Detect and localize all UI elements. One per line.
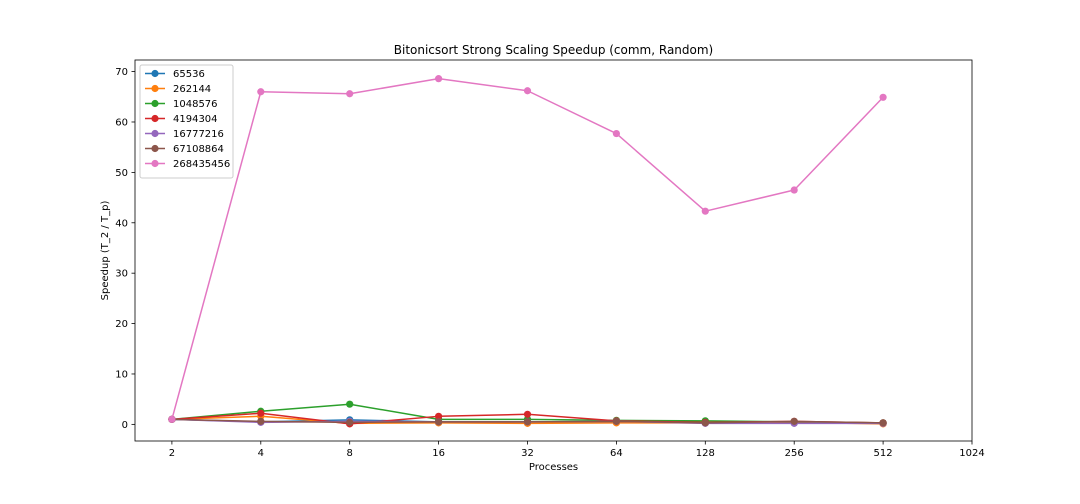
x-tick-label: 16 <box>432 448 445 459</box>
legend-swatch-marker <box>151 84 159 93</box>
x-tick-label: 512 <box>874 448 893 459</box>
data-point <box>790 417 798 425</box>
x-tick-label: 8 <box>347 448 353 459</box>
plot-background <box>135 60 972 441</box>
data-point <box>790 186 798 194</box>
data-point <box>701 207 709 215</box>
legend-swatch-marker <box>151 159 159 168</box>
legend-label: 65536 <box>173 69 205 80</box>
data-point <box>168 415 176 423</box>
series-268435456 <box>168 75 887 423</box>
x-tick-label: 64 <box>610 448 623 459</box>
data-point <box>523 87 532 95</box>
legend-item: 4194304 <box>145 114 218 125</box>
legend-item: 65536 <box>145 69 205 80</box>
data-point <box>434 75 443 83</box>
plot-frame <box>134 59 973 442</box>
data-point <box>612 129 620 138</box>
legend-label: 268435456 <box>173 159 230 170</box>
x-tick-label: 4 <box>258 448 264 459</box>
x-tick-label: 32 <box>521 448 534 459</box>
y-axis-label: Speedup (T_2 / T_p) <box>100 201 111 301</box>
data-point <box>879 93 887 101</box>
data-point <box>879 419 887 427</box>
data-point <box>257 417 265 425</box>
y-tick-label: 60 <box>115 117 128 128</box>
legend-item: 262144 <box>145 84 211 95</box>
y-tick-label: 0 <box>122 420 128 431</box>
legend-item: 268435456 <box>145 159 230 170</box>
legend-label: 16777216 <box>173 129 224 140</box>
y-axis: 0 10 20 30 40 50 60 70 <box>115 67 135 431</box>
legend-item: 16777216 <box>145 129 224 140</box>
x-tick-label: 256 <box>785 448 804 459</box>
x-tick-label: 128 <box>696 448 715 459</box>
legend-label: 262144 <box>173 84 211 95</box>
legend-swatch-marker <box>151 129 159 138</box>
plot-area <box>135 60 972 441</box>
legend-swatch-marker <box>151 144 159 153</box>
y-tick-label: 50 <box>115 168 128 179</box>
data-point <box>257 409 265 417</box>
y-tick-label: 20 <box>115 319 128 330</box>
x-tick-label: 2 <box>169 448 175 459</box>
legend: 65536 262144 1048576 4194304 16777216 6710886… <box>139 64 234 179</box>
data-point <box>523 418 532 426</box>
data-point <box>346 400 354 408</box>
legend-label: 1048576 <box>173 99 218 110</box>
legend-swatch-marker <box>151 99 159 108</box>
legend-box <box>139 64 234 179</box>
y-tick-label: 10 <box>115 369 128 380</box>
legend-swatch-marker <box>151 69 159 78</box>
y-tick-label: 40 <box>115 218 128 229</box>
data-point <box>701 419 709 427</box>
data-point <box>523 410 532 418</box>
x-axis: 2 4 8 16 32 64 128 256 512 1024 <box>169 441 985 459</box>
data-point <box>346 90 354 98</box>
legend-label: 4194304 <box>173 114 218 125</box>
chart-title: Bitonicsort Strong Scaling Speedup (comm… <box>394 43 714 57</box>
legend-item: 67108864 <box>145 144 224 155</box>
data-point <box>346 418 354 426</box>
legend-swatch-marker <box>151 114 159 123</box>
data-point <box>257 88 265 96</box>
series-layer <box>168 75 887 428</box>
y-tick-label: 30 <box>115 269 128 280</box>
x-tick-label: 1024 <box>959 448 984 459</box>
legend-label: 67108864 <box>173 144 224 155</box>
x-axis-label: Processes <box>529 462 578 473</box>
data-point <box>434 412 443 420</box>
legend-item: 1048576 <box>145 99 218 110</box>
data-point <box>434 418 443 426</box>
y-tick-label: 70 <box>115 67 128 78</box>
data-point <box>612 417 620 425</box>
